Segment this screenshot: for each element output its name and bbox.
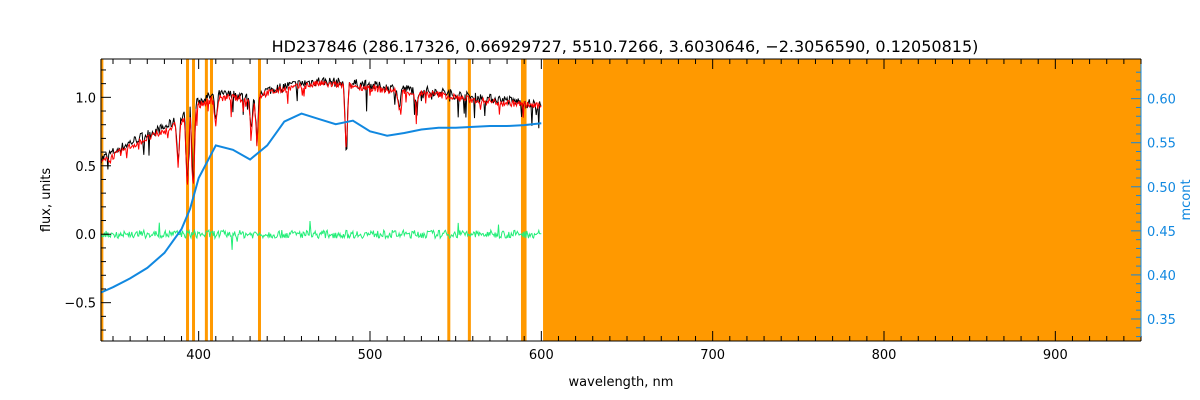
masked-line bbox=[447, 59, 451, 341]
y2-tick-label: 0.55 bbox=[1147, 137, 1176, 152]
axes: 400 500 600 700 800 900 −0.5 0.0 0.5 1.0 0.35 0.40 0… bbox=[64, 58, 1176, 363]
x-tick-label: 900 bbox=[1043, 348, 1068, 363]
y2-tick-label: 0.45 bbox=[1147, 225, 1176, 240]
y2-axis-label: mcont bbox=[1179, 179, 1194, 220]
masked-line bbox=[186, 59, 190, 341]
y2-tick-label: 0.60 bbox=[1147, 93, 1176, 108]
model-flux-line bbox=[100, 80, 542, 185]
masked-line bbox=[467, 59, 471, 341]
masked-region bbox=[543, 59, 1141, 341]
masked-line bbox=[523, 59, 527, 341]
plot-area bbox=[100, 59, 1141, 341]
masked-line bbox=[257, 59, 261, 341]
y-tick-label: −0.5 bbox=[64, 297, 96, 312]
y-tick-label: 0.5 bbox=[75, 160, 96, 175]
x-tick-label: 800 bbox=[872, 348, 897, 363]
masked-line bbox=[100, 59, 104, 341]
y-tick-label: 1.0 bbox=[75, 91, 96, 106]
y2-tick-label: 0.35 bbox=[1147, 313, 1176, 328]
masked-line bbox=[210, 59, 214, 341]
x-tick-label: 700 bbox=[700, 348, 725, 363]
x-tick-label: 500 bbox=[358, 348, 383, 363]
chart-title: HD237846 (286.17326, 0.66929727, 5510.72… bbox=[272, 37, 979, 56]
continuum-line bbox=[100, 112, 542, 294]
masked-line bbox=[204, 59, 208, 341]
x-axis-label: wavelength, nm bbox=[569, 375, 674, 390]
masked-line bbox=[520, 59, 524, 341]
residual-line bbox=[100, 220, 542, 250]
y2-tick-label: 0.50 bbox=[1147, 181, 1176, 196]
x-tick-label: 400 bbox=[186, 348, 211, 363]
y2-tick-label: 0.40 bbox=[1147, 269, 1176, 284]
y-tick-label: 0.0 bbox=[75, 228, 96, 243]
y-axis-label: flux, units bbox=[39, 168, 54, 233]
x-tick-label: 600 bbox=[529, 348, 554, 363]
